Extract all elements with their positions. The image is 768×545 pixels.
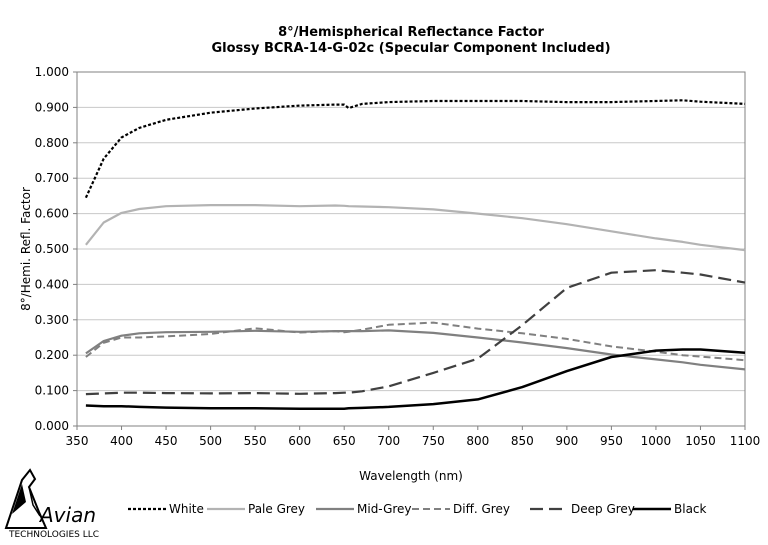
- x-tick-label: 850: [511, 434, 534, 448]
- y-tick-label: 0.500: [35, 242, 69, 256]
- series-line-deep-grey: [85, 269, 746, 396]
- legend-label-white: White: [169, 502, 204, 516]
- x-tick-label: 700: [377, 434, 400, 448]
- y-tick-label: 0.200: [35, 348, 69, 362]
- x-tick-label: 1050: [685, 434, 716, 448]
- series-line-white: [84, 99, 746, 199]
- x-tick-label: 800: [466, 434, 489, 448]
- series-line-diff-grey: [85, 321, 746, 362]
- logo-subtext: TECHNOLOGIES LLC: [8, 530, 99, 540]
- y-axis-label: 8°/Hemi. Refl. Factor: [19, 187, 33, 311]
- y-tick-label: 0.900: [35, 100, 69, 114]
- x-tick-label: 750: [422, 434, 445, 448]
- x-tick-label: 600: [288, 434, 311, 448]
- y-tick-label: 0.700: [35, 171, 69, 185]
- legend-label-pale-grey: Pale Grey: [248, 502, 305, 516]
- x-tick-label: 1000: [641, 434, 672, 448]
- x-axis-label: Wavelength (nm): [359, 469, 463, 483]
- x-tick-label: 350: [66, 434, 89, 448]
- y-tick-label: 0.100: [35, 384, 69, 398]
- x-axis-ticks: 350 400 450 500 550 600 650 700 750 800 850 900 950 1…: [66, 426, 761, 448]
- gridlines: [77, 106, 745, 392]
- y-tick-label: 0.600: [35, 207, 69, 221]
- chart-title: 8°/Hemispherical Reflectance Factor: [278, 25, 544, 40]
- y-tick-label: 0.000: [35, 419, 69, 433]
- avian-logo: Avian TECHNOLOGIES LLC: [4, 468, 99, 540]
- series-line-black: [85, 348, 746, 410]
- y-tick-label: 0.400: [35, 277, 69, 291]
- legend-label-deep-grey: Deep Grey: [571, 502, 635, 516]
- x-tick-label: 550: [244, 434, 267, 448]
- x-tick-label: 1100: [730, 434, 761, 448]
- logo-name: Avian: [38, 503, 96, 527]
- y-tick-label: 0.800: [35, 136, 69, 150]
- x-tick-label: 900: [555, 434, 578, 448]
- legend-label-diff-grey: Diff. Grey: [453, 502, 510, 516]
- y-tick-label: 1.000: [35, 65, 69, 79]
- x-tick-label: 400: [110, 434, 133, 448]
- x-tick-label: 650: [333, 434, 356, 448]
- series-line-pale-grey: [85, 204, 746, 252]
- x-tick-label: 500: [199, 434, 222, 448]
- data-series: [84, 99, 746, 410]
- chart-subtitle: Glossy BCRA-14-G-02c (Specular Component…: [211, 41, 610, 56]
- legend-label-black: Black: [674, 502, 707, 516]
- y-axis-ticks: 0.000 0.100 0.200 0.300 0.400 0.500 0.600 0.700…: [35, 65, 77, 433]
- x-tick-label: 450: [155, 434, 178, 448]
- legend: White Pale Grey Mid-Grey Diff. Grey Deep Gre…: [128, 502, 707, 516]
- bird-icon: [4, 468, 48, 529]
- legend-label-mid-grey: Mid-Grey: [357, 502, 412, 516]
- y-tick-label: 0.300: [35, 313, 69, 327]
- x-tick-label: 950: [600, 434, 623, 448]
